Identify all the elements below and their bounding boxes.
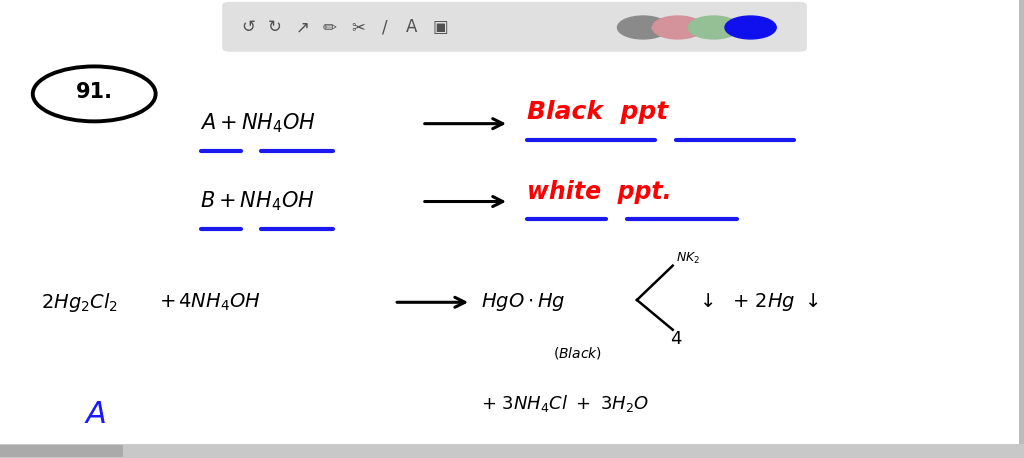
- Text: $4$: $4$: [670, 330, 682, 348]
- Circle shape: [617, 16, 669, 39]
- Text: Black  ppt: Black ppt: [527, 100, 669, 124]
- FancyBboxPatch shape: [0, 444, 1024, 458]
- Text: $HgO \cdot Hg$: $HgO \cdot Hg$: [481, 291, 565, 313]
- Text: ↺: ↺: [241, 18, 255, 36]
- Text: ✂: ✂: [351, 18, 366, 36]
- FancyBboxPatch shape: [222, 2, 807, 52]
- Text: /: /: [382, 18, 388, 36]
- Text: 91.: 91.: [76, 82, 113, 102]
- Text: ▣: ▣: [432, 18, 449, 36]
- Text: $+\ 3NH_4Cl\ +\ 3H_2O$: $+\ 3NH_4Cl\ +\ 3H_2O$: [481, 393, 649, 414]
- FancyBboxPatch shape: [1019, 0, 1024, 458]
- Circle shape: [688, 16, 739, 39]
- Text: $B + NH_4OH$: $B + NH_4OH$: [200, 190, 314, 213]
- Text: $A$: $A$: [84, 400, 106, 429]
- Text: $+ \, 4NH_4OH$: $+ \, 4NH_4OH$: [159, 292, 260, 313]
- FancyBboxPatch shape: [0, 445, 123, 457]
- Text: $NK_2$: $NK_2$: [676, 251, 700, 266]
- Text: $\downarrow$  $+$ $2Hg$ $\downarrow$: $\downarrow$ $+$ $2Hg$ $\downarrow$: [696, 291, 819, 313]
- Text: ↻: ↻: [267, 18, 282, 36]
- Text: ↗: ↗: [296, 18, 310, 36]
- Circle shape: [652, 16, 703, 39]
- Text: $2Hg_2Cl_2$: $2Hg_2Cl_2$: [41, 291, 118, 314]
- Text: white  ppt.: white ppt.: [527, 180, 672, 204]
- Text: A: A: [406, 18, 418, 36]
- Text: $A + NH_4OH$: $A + NH_4OH$: [200, 112, 315, 136]
- Text: $(Black)$: $(Black)$: [553, 345, 602, 360]
- Circle shape: [725, 16, 776, 39]
- Text: ✏: ✏: [323, 18, 337, 36]
